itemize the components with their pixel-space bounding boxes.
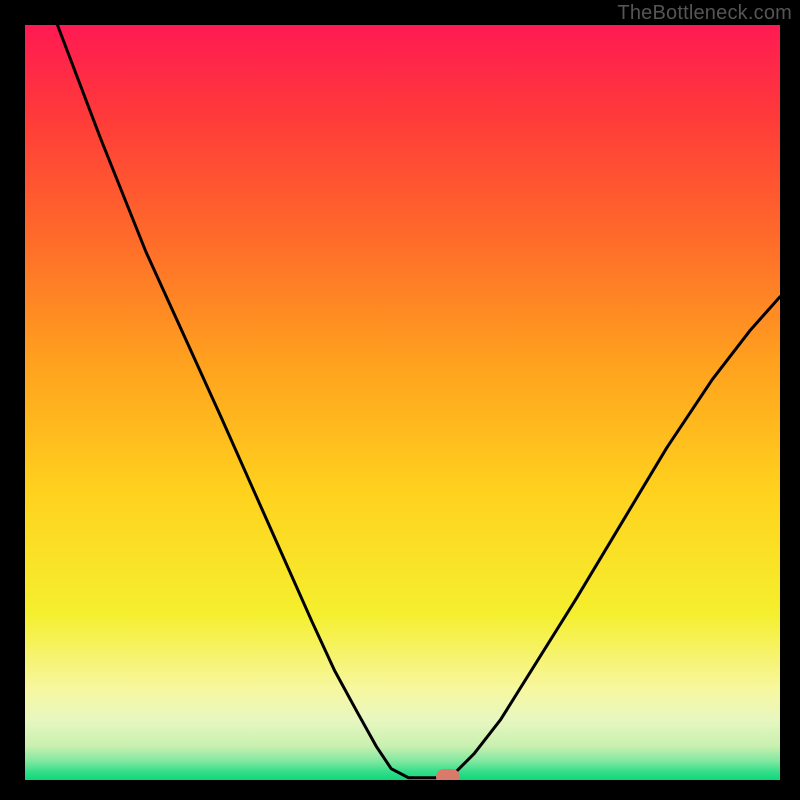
- chart-frame: TheBottleneck.com: [0, 0, 800, 800]
- plot-area: [25, 25, 780, 780]
- current-point-marker: [436, 769, 460, 780]
- bottleneck-curve: [25, 25, 780, 780]
- watermark-text: TheBottleneck.com: [617, 2, 792, 25]
